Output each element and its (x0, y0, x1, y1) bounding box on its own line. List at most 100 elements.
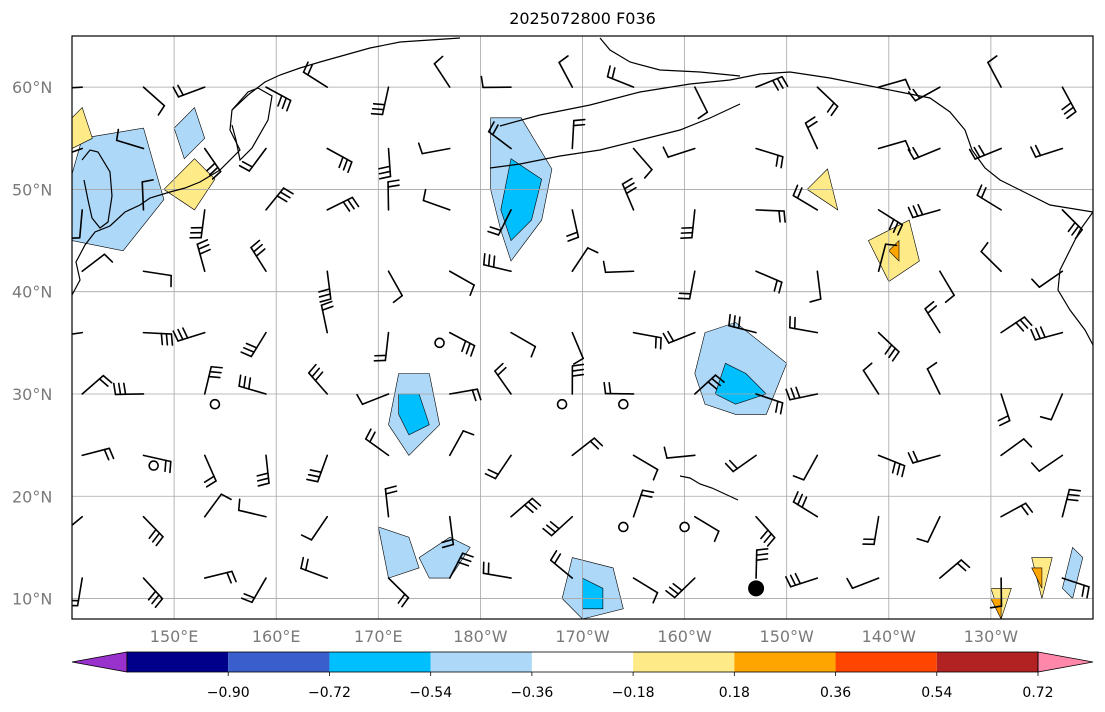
wind-barb (142, 270, 172, 288)
colorbar-tick-label: 0.72 (1022, 685, 1053, 701)
wind-barb-layer (72, 55, 1090, 609)
wind-barb (203, 147, 222, 180)
wind-barb (384, 485, 398, 518)
colorbar-min-extension (71, 651, 128, 673)
wind-barb (1030, 144, 1064, 158)
wind-barb (1000, 316, 1033, 334)
wind-barb (877, 331, 900, 362)
wind-barb (318, 270, 332, 303)
wind-barb (1030, 326, 1064, 341)
wind-barb (172, 84, 206, 98)
wind-barb (510, 497, 542, 518)
wind-barb (373, 331, 390, 362)
longitude-label: 130°W (964, 627, 1019, 646)
wind-barb (72, 209, 84, 239)
wind-barb (724, 454, 757, 473)
wind-barb (326, 147, 353, 174)
wind-barb (755, 515, 776, 547)
latitude-label: 50°N (12, 180, 52, 199)
wind-barb (422, 188, 451, 211)
wind-barb (877, 209, 904, 236)
shaded-region (377, 526, 420, 579)
wind-barb (785, 386, 819, 401)
wind-barb (916, 515, 941, 543)
wind-barb (926, 361, 941, 395)
wind-barb (326, 196, 360, 212)
colorbar-segment (633, 652, 735, 672)
wind-barb (907, 146, 941, 160)
shaded-region (500, 158, 543, 242)
map-frame (71, 35, 1094, 620)
wind-barb (1000, 502, 1034, 518)
wind-barb (549, 550, 574, 579)
colorbar-tick-label: −0.72 (308, 685, 351, 701)
wind-barb (238, 374, 267, 395)
wind-barb (755, 270, 783, 294)
wind-barb (237, 498, 267, 518)
wind-barb (632, 454, 659, 481)
wind-barb (417, 142, 451, 155)
wind-barb (72, 515, 84, 527)
shaded-region (173, 107, 206, 160)
wind-barb (256, 454, 270, 487)
wind-barb (240, 331, 267, 358)
wind-barb (203, 365, 223, 395)
wind-barb (846, 577, 880, 589)
wind-barb (632, 577, 659, 604)
colorbar-segment (734, 652, 836, 672)
wind-barb (788, 315, 819, 334)
wind-barb (877, 243, 898, 273)
longitude-label: 140°W (862, 627, 917, 646)
wind-barb (694, 374, 725, 395)
wind-barb (172, 327, 206, 342)
wind-barb (603, 381, 635, 395)
wind-barb (300, 515, 329, 541)
station-marker-layer (148, 337, 765, 597)
colorbar-tick-label: −0.90 (207, 685, 250, 701)
wind-barb (566, 209, 580, 242)
wind-barb (510, 331, 537, 358)
wind-barb (433, 55, 451, 88)
map-title: 2025072800 F036 (509, 9, 656, 28)
calm-wind-circle (556, 398, 568, 410)
wind-barb (939, 559, 971, 579)
longitude-label: 170°W (555, 627, 610, 646)
wind-barb (662, 330, 696, 344)
wind-barb (694, 86, 709, 120)
wind-barb (571, 118, 586, 150)
wind-barb (356, 393, 390, 406)
wind-barb (81, 253, 114, 273)
wind-barb (72, 86, 84, 89)
coastline-aleutians (489, 103, 741, 169)
wind-barb (862, 362, 880, 395)
wind-barb (755, 393, 784, 415)
wind-barb (448, 270, 475, 297)
coastline-japan (81, 149, 113, 229)
wind-barb (680, 209, 696, 239)
wind-barb (142, 454, 172, 474)
wind-barb (306, 454, 329, 483)
colorbar-tick-label: 0.54 (921, 685, 952, 701)
wind-barb (862, 515, 880, 546)
wind-barb (370, 86, 390, 116)
wind-barb (265, 187, 294, 211)
wind-barb (1000, 438, 1033, 457)
wind-barb (387, 577, 410, 608)
calm-wind-circle (148, 460, 159, 471)
wind-barb (606, 65, 635, 88)
colorbar-segment (329, 652, 431, 672)
coastline-na-west (1057, 211, 1093, 346)
wind-barb (378, 147, 392, 180)
wind-barb (728, 313, 757, 334)
wind-barb (448, 388, 482, 402)
colorbar: −0.90 −0.72 −0.54 −0.36 −0.18 0.18 0.36 0.54 0.7… (71, 651, 1094, 701)
wind-barb (203, 570, 237, 584)
colorbar-tick-label: −0.54 (409, 685, 452, 701)
wind-barb (142, 331, 174, 346)
wind-barb (924, 300, 941, 334)
wind-barb (115, 128, 145, 150)
wind-barb (792, 491, 819, 518)
wind-barb (976, 184, 1002, 211)
longitude-label: 150°E (150, 627, 199, 646)
wind-barb (81, 374, 113, 395)
